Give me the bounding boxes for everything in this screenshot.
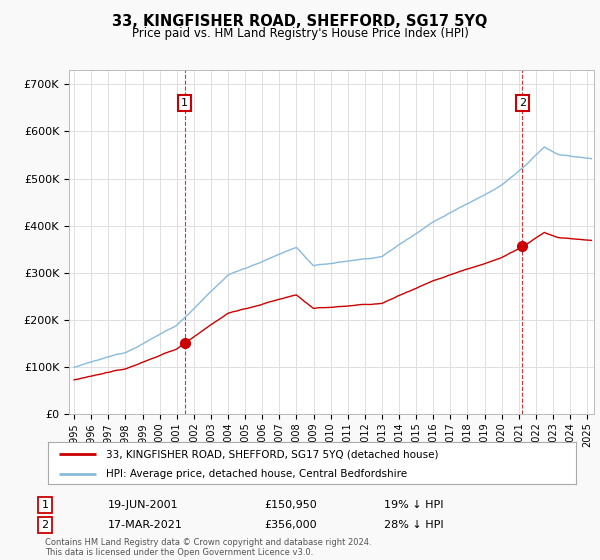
Text: 28% ↓ HPI: 28% ↓ HPI	[384, 520, 443, 530]
Text: 1: 1	[181, 98, 188, 108]
Text: 2: 2	[41, 520, 49, 530]
Text: 17-MAR-2021: 17-MAR-2021	[108, 520, 183, 530]
Text: £150,950: £150,950	[264, 500, 317, 510]
Text: 2: 2	[519, 98, 526, 108]
Text: £356,000: £356,000	[264, 520, 317, 530]
Text: 19% ↓ HPI: 19% ↓ HPI	[384, 500, 443, 510]
Text: 33, KINGFISHER ROAD, SHEFFORD, SG17 5YQ: 33, KINGFISHER ROAD, SHEFFORD, SG17 5YQ	[112, 14, 488, 29]
Text: HPI: Average price, detached house, Central Bedfordshire: HPI: Average price, detached house, Cent…	[106, 469, 407, 479]
Text: Price paid vs. HM Land Registry's House Price Index (HPI): Price paid vs. HM Land Registry's House …	[131, 27, 469, 40]
Text: Contains HM Land Registry data © Crown copyright and database right 2024.
This d: Contains HM Land Registry data © Crown c…	[45, 538, 371, 557]
Text: 33, KINGFISHER ROAD, SHEFFORD, SG17 5YQ (detached house): 33, KINGFISHER ROAD, SHEFFORD, SG17 5YQ …	[106, 449, 439, 459]
Text: 19-JUN-2001: 19-JUN-2001	[108, 500, 179, 510]
Text: 1: 1	[41, 500, 49, 510]
